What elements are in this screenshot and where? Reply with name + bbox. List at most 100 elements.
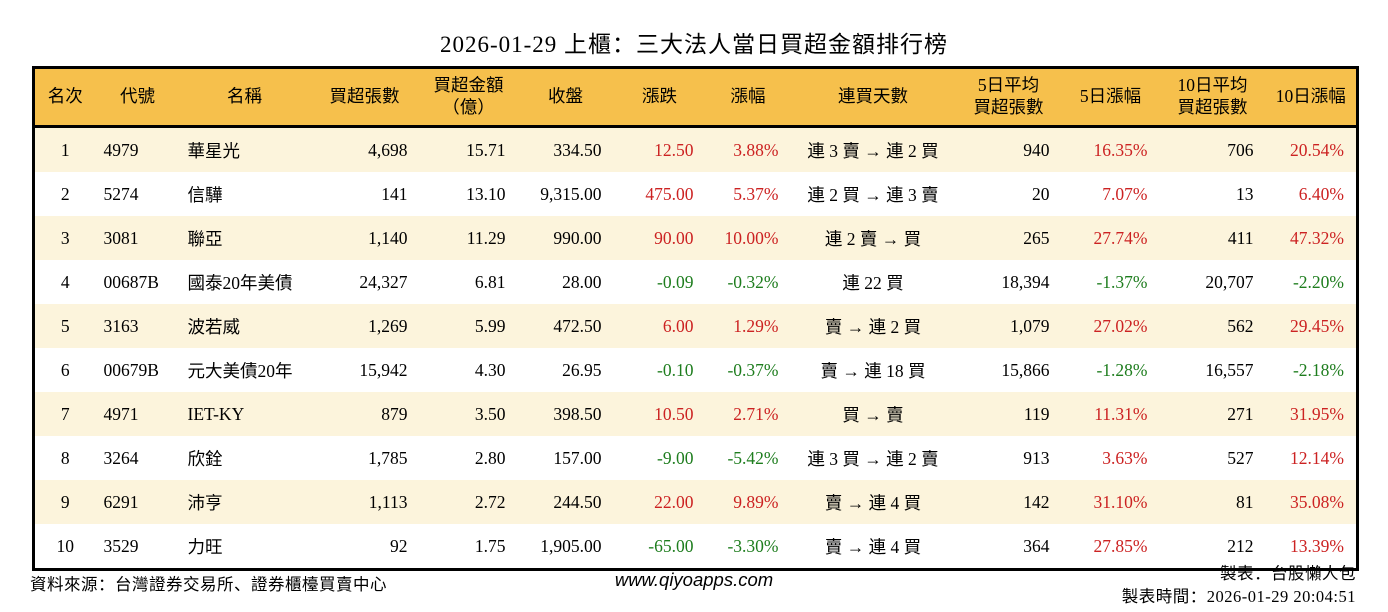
column-header-rank: 名次 <box>33 67 96 128</box>
cell-net-buy-amount: 4.30 <box>474 359 506 380</box>
cell-buy-streak: 連 22 買 <box>842 272 904 293</box>
ranking-table: 名次 代號 名稱 買超張數 買超金額 （億） 收盤 漲跌 漲幅 連買天數 5日平均 買超張數 5日漲… <box>32 66 1359 571</box>
cell-avg5-net-buy: 119 <box>1023 403 1050 424</box>
cell-avg5-net-buy: 15,866 <box>1001 359 1050 380</box>
cell-net-buy-shares: 92 <box>390 535 408 556</box>
cell-avg5-net-buy: 18,394 <box>1001 271 1050 292</box>
cell-pct-10d: 20.54% <box>1290 139 1344 160</box>
column-header-pct-10d: 10日漲幅 <box>1265 67 1358 128</box>
cell-name: 波若威 <box>187 316 241 337</box>
cell-avg10-net-buy: 411 <box>1227 227 1254 248</box>
cell-net-buy-amount: 11.29 <box>466 227 506 248</box>
cell-rank: 10 <box>56 535 75 556</box>
cell-change: -9.00 <box>657 447 694 468</box>
cell-net-buy-amount: 6.81 <box>474 271 506 292</box>
cell-pct-5d: -1.37% <box>1096 271 1148 292</box>
cell-close: 990.00 <box>553 227 602 248</box>
cell-pct-5d: 27.74% <box>1093 227 1148 248</box>
cell-rank: 9 <box>60 491 70 512</box>
cell-change: -0.09 <box>657 271 694 292</box>
table-row: 3 3081 聯亞 1,140 11.29 990.00 90.00 10.00% 連 2 賣 … <box>33 216 1358 260</box>
column-header-avg5-net-buy: 5日平均 買超張數 <box>955 67 1062 128</box>
cell-pct-5d: 3.63% <box>1102 447 1148 468</box>
cell-code: 00687B <box>103 271 159 292</box>
cell-pct-5d: 16.35% <box>1093 139 1148 160</box>
table-row: 9 6291 沛亨 1,113 2.72 244.50 22.00 9.89% 賣 → 連 4 … <box>33 480 1358 524</box>
cell-avg5-net-buy: 142 <box>1023 491 1050 512</box>
cell-net-buy-shares: 879 <box>381 403 408 424</box>
cell-buy-streak: 賣 → 連 4 買 <box>824 492 922 513</box>
cell-avg5-net-buy: 1,079 <box>1010 315 1050 336</box>
cell-rank: 7 <box>60 403 70 424</box>
cell-name: 聯亞 <box>187 228 223 249</box>
cell-net-buy-shares: 1,269 <box>368 315 408 336</box>
cell-change-pct: -0.32% <box>727 271 779 292</box>
table-row: 4 00687B 國泰20年美債 24,327 6.81 28.00 -0.09 -0.32%… <box>33 260 1358 304</box>
cell-change: 6.00 <box>662 315 694 336</box>
cell-change: -0.10 <box>657 359 694 380</box>
column-header-net-buy-amount: 買超金額 （億） <box>419 67 518 128</box>
column-header-pct-5d: 5日漲幅 <box>1061 67 1160 128</box>
cell-close: 9,315.00 <box>540 183 602 204</box>
table-row: 10 3529 力旺 92 1.75 1,905.00 -65.00 -3.30% 賣 → 連 … <box>33 524 1358 570</box>
cell-close: 26.95 <box>562 359 602 380</box>
cell-avg5-net-buy: 265 <box>1023 227 1050 248</box>
cell-name: 信驊 <box>187 184 223 205</box>
table-body: 1 4979 華星光 4,698 15.71 334.50 12.50 3.88% 連 3 賣 … <box>33 126 1358 570</box>
cell-avg10-net-buy: 706 <box>1227 139 1254 160</box>
cell-net-buy-amount: 2.72 <box>474 491 506 512</box>
cell-pct-10d: 35.08% <box>1290 491 1344 512</box>
cell-pct-10d: 47.32% <box>1290 227 1344 248</box>
cell-net-buy-amount: 13.10 <box>466 183 506 204</box>
cell-net-buy-amount: 5.99 <box>474 315 506 336</box>
cell-close: 1,905.00 <box>540 535 602 556</box>
cell-change: 12.50 <box>654 139 694 160</box>
cell-buy-streak: 賣 → 連 18 買 <box>820 360 926 381</box>
cell-pct-10d: 13.39% <box>1290 535 1344 556</box>
cell-change: 10.50 <box>654 403 694 424</box>
cell-buy-streak: 連 2 賣 → 買 <box>824 228 922 249</box>
cell-code: 4971 <box>103 403 139 424</box>
cell-code: 00679B <box>103 359 159 380</box>
cell-code: 3081 <box>103 227 139 248</box>
cell-pct-10d: 29.45% <box>1290 315 1344 336</box>
cell-code: 6291 <box>103 491 139 512</box>
cell-pct-5d: 27.85% <box>1093 535 1148 556</box>
table-row: 6 00679B 元大美債20年 15,942 4.30 26.95 -0.10 -0.37%… <box>33 348 1358 392</box>
cell-rank: 5 <box>60 315 70 336</box>
cell-change: -65.00 <box>648 535 694 556</box>
cell-avg10-net-buy: 81 <box>1236 491 1254 512</box>
table-row: 2 5274 信驊 141 13.10 9,315.00 475.00 5.37% 連 2 買 … <box>33 172 1358 216</box>
cell-change: 90.00 <box>654 227 694 248</box>
table-row: 1 4979 華星光 4,698 15.71 334.50 12.50 3.88% 連 3 賣 … <box>33 126 1358 172</box>
maker-credit: 製表：台股懶人包 <box>1220 564 1356 583</box>
cell-rank: 4 <box>60 271 70 292</box>
maker-block: 製表：台股懶人包 製表時間：2026-01-29 20:04:51 <box>1122 562 1356 608</box>
cell-net-buy-shares: 24,327 <box>359 271 408 292</box>
cell-buy-streak: 連 2 買 → 連 3 賣 <box>807 184 939 205</box>
cell-close: 334.50 <box>553 139 602 160</box>
cell-avg5-net-buy: 940 <box>1023 139 1050 160</box>
cell-avg5-net-buy: 20 <box>1032 183 1050 204</box>
cell-avg10-net-buy: 527 <box>1227 447 1254 468</box>
cell-name: 力旺 <box>187 536 223 557</box>
cell-change: 22.00 <box>654 491 694 512</box>
cell-code: 3529 <box>103 535 139 556</box>
cell-net-buy-amount: 15.71 <box>466 139 506 160</box>
column-header-name: 名稱 <box>179 67 310 128</box>
cell-pct-5d: 27.02% <box>1093 315 1148 336</box>
cell-buy-streak: 連 3 賣 → 連 2 買 <box>807 140 939 161</box>
cell-name: 國泰20年美債 <box>187 272 293 293</box>
cell-name: 欣銓 <box>187 448 223 469</box>
cell-close: 28.00 <box>562 271 602 292</box>
cell-close: 157.00 <box>553 447 602 468</box>
cell-avg10-net-buy: 13 <box>1236 183 1254 204</box>
cell-net-buy-amount: 3.50 <box>474 403 506 424</box>
cell-net-buy-shares: 1,113 <box>368 491 408 512</box>
cell-avg10-net-buy: 20,707 <box>1205 271 1254 292</box>
cell-name: IET-KY <box>187 403 245 424</box>
cell-change-pct: 1.29% <box>733 315 779 336</box>
cell-pct-10d: -2.20% <box>1292 271 1344 292</box>
cell-avg10-net-buy: 16,557 <box>1205 359 1254 380</box>
